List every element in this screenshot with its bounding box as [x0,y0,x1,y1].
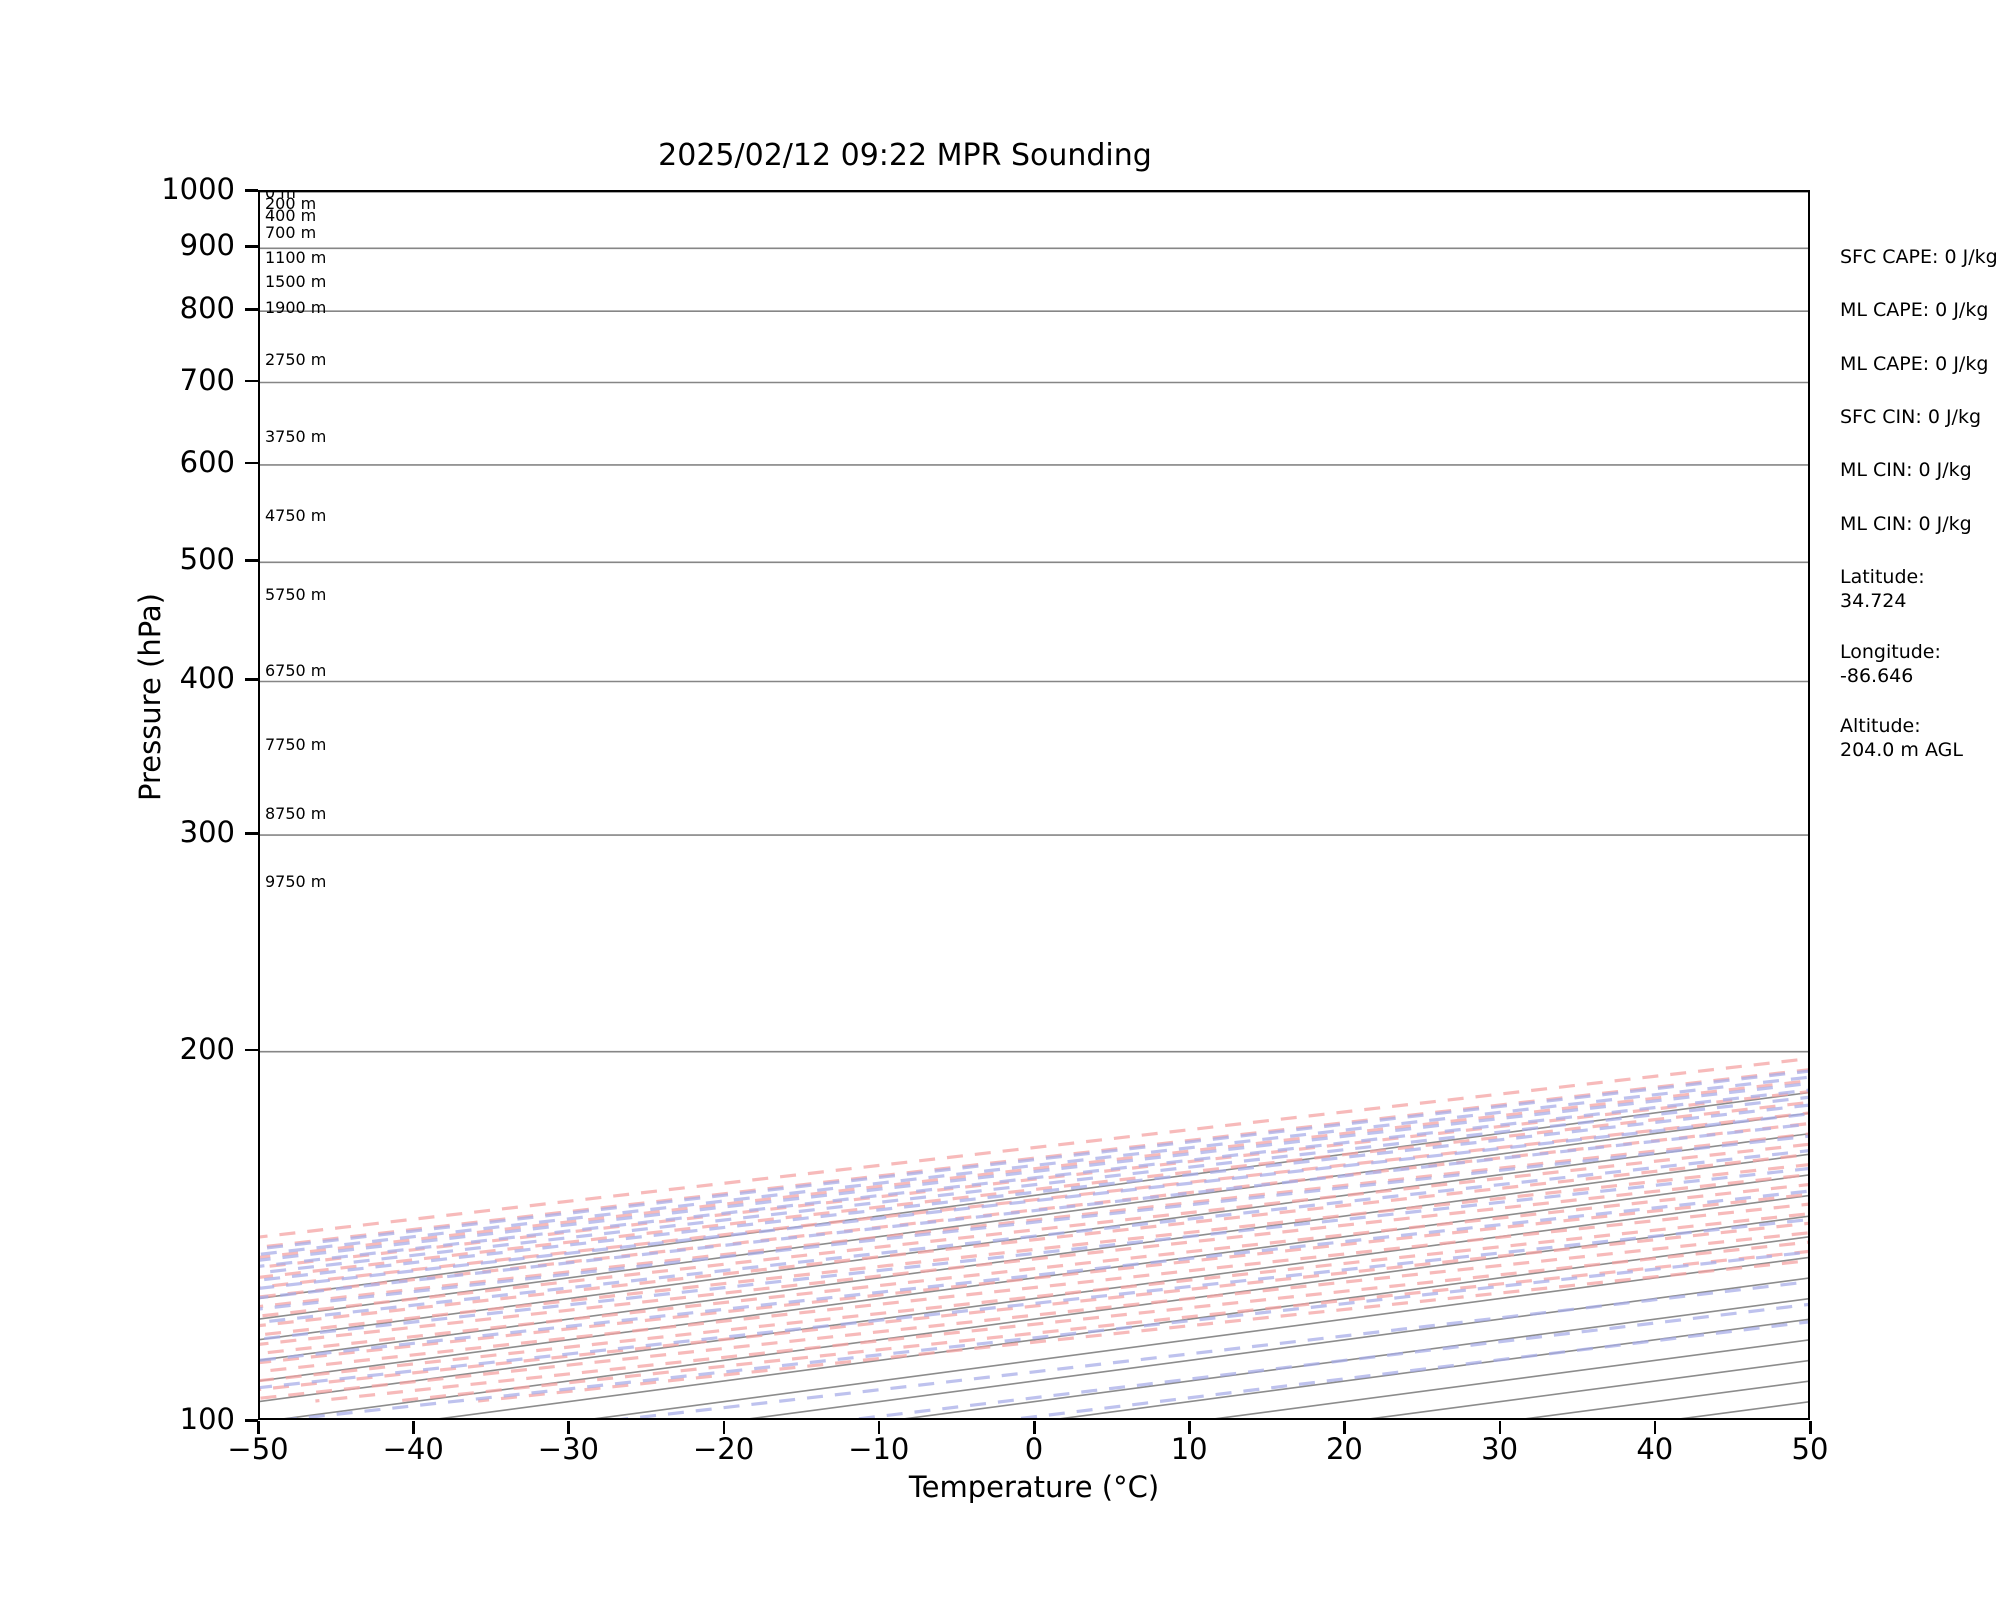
height-label: 9750 m [265,871,327,891]
geo-value: 34.724 [1840,590,1907,613]
x-tick-label: −10 [848,1432,910,1466]
y-tick-mark [245,1419,258,1422]
height-label: 1100 m [265,247,327,267]
stat-line: ML CIN: 0 J/kg [1840,512,1972,535]
y-tick-mark [245,559,258,562]
y-tick-mark [245,1048,258,1052]
height-label: 1900 m [265,297,327,317]
x-tick-label: 0 [1024,1432,1044,1466]
height-label: 3750 m [265,427,327,447]
x-tick-mark [1033,1421,1036,1434]
skewt-plot-area: 9750 m 8750 m 7750 m 6750 m 5750 m 4750 m 3750… [258,190,1810,1420]
y-tick-mark [245,379,258,383]
y-tick-mark [245,832,258,835]
geo-label: Latitude: [1840,565,1925,588]
y-tick-mark [245,308,258,311]
y-tick-mark [245,189,258,192]
geo-info: Latitude: 34.724 Longitude: -86.646 Altitude… [1840,565,2000,763]
height-label: 5750 m [265,585,327,605]
height-label: 7750 m [265,735,327,755]
x-tick-label: 10 [1170,1432,1208,1466]
x-tick-mark [1188,1421,1191,1434]
height-label: 700 m [265,223,317,243]
height-label: 8750 m [265,804,327,824]
y-tick-label: 100 [179,1402,235,1436]
x-tick-mark [1498,1421,1502,1434]
x-tick-mark [257,1421,260,1434]
height-label: 6750 m [265,660,327,680]
x-tick-label: −30 [537,1432,599,1466]
y-tick-label: 1000 [161,172,235,206]
x-tick-label: −40 [382,1432,444,1466]
x-tick-label: 40 [1636,1432,1674,1466]
y-tick-label: 900 [179,228,235,263]
geo-entry: Longitude: -86.646 [1840,640,2000,689]
y-tick-label: 200 [179,1031,235,1066]
y-tick-mark [245,245,258,248]
geo-entry: Altitude: 204.0 m AGL [1840,714,2000,763]
x-tick-mark [1809,1421,1812,1434]
y-tick-label: 400 [179,661,235,696]
stat-line: ML CIN: 0 J/kg [1840,459,1972,482]
height-label: 400 m [265,206,317,226]
x-tick-label: 30 [1481,1432,1519,1466]
x-tick-label: 20 [1325,1432,1363,1466]
x-tick-mark [877,1421,881,1434]
stability-stats: SFC CAPE: 0 J/kg ML CAPE: 0 J/kg ML CAPE: … [1840,245,2000,536]
height-label: 4750 m [265,506,327,526]
x-tick-mark [1343,1421,1346,1434]
stat-line: SFC CIN: 0 J/kg [1840,405,1982,428]
stat-line: ML CAPE: 0 J/kg [1840,352,1989,375]
height-label: 2750 m [265,350,327,370]
x-tick-mark [567,1421,570,1434]
stat-line: ML CAPE: 0 J/kg [1840,299,1989,322]
x-axis-label: Temperature (°C) [908,1470,1160,1504]
page-title: 2025/02/12 09:22 MPR Sounding [658,138,1152,173]
y-tick-label: 800 [179,291,235,326]
x-tick-label: −20 [692,1432,755,1466]
y-tick-label: 600 [179,444,235,479]
y-tick-mark [245,678,258,681]
x-tick-label: −50 [227,1432,289,1466]
geo-entry: Latitude: 34.724 [1840,565,2000,614]
y-tick-mark [245,461,258,465]
height-label: 0 m [265,190,296,203]
geo-label: Longitude: [1840,640,1941,663]
x-tick-label: 50 [1791,1432,1829,1466]
height-label: 200 m [265,194,317,214]
geo-value: -86.646 [1840,664,1914,687]
x-tick-mark [722,1421,726,1434]
y-tick-label: 300 [179,815,235,850]
stat-line: SFC CAPE: 0 J/kg [1840,246,1998,268]
geo-value: 204.0 m AGL [1840,739,1963,762]
y-tick-label: 700 [179,362,235,397]
x-tick-mark [412,1421,415,1434]
height-label: 1500 m [265,271,327,291]
x-tick-mark [1653,1421,1657,1434]
y-tick-label: 500 [179,542,235,577]
sounding-info-panel: SFC CAPE: 0 J/kg ML CAPE: 0 J/kg ML CAPE: … [1840,245,2000,789]
skewt-canvas [260,192,1808,1418]
geo-label: Altitude: [1840,715,1921,738]
y-axis-label: Pressure (hPa) [133,593,167,802]
